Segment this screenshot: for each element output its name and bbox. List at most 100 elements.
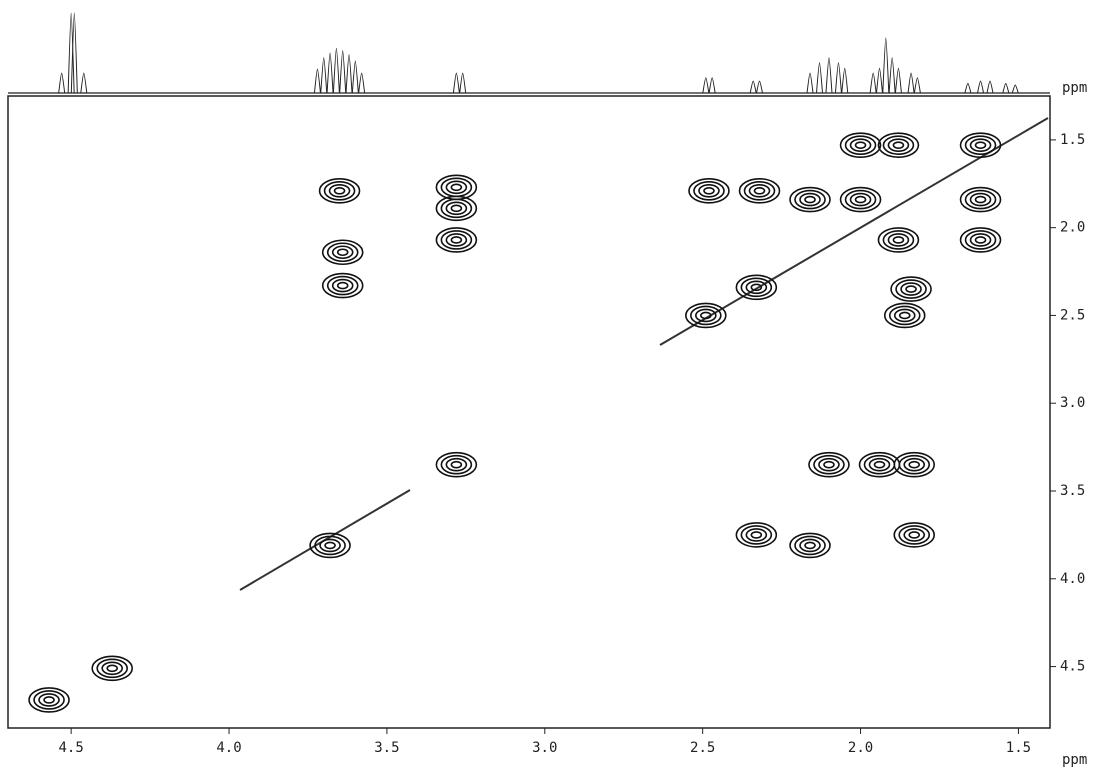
contour [844,189,877,210]
contour [318,178,361,204]
contour [440,454,473,475]
y-tick-label: 2.0 [1060,220,1085,236]
contour [309,532,351,559]
plot-frame [7,95,1051,729]
projection-peak [834,62,842,94]
contour [91,655,133,682]
contour [28,687,70,713]
contour [974,195,987,204]
contour [743,181,776,201]
projection-peak [869,72,877,94]
x-tick-label: 4.5 [59,740,84,756]
contour [888,305,921,326]
projection-peak [702,77,710,94]
cross-peak [839,132,882,158]
contour [908,531,921,539]
projection-peak [986,80,994,94]
contour [877,227,920,253]
projection-peak [1011,84,1019,94]
contour [974,141,987,149]
projection-peak [882,37,890,94]
contour [43,696,55,704]
contour [435,451,478,478]
projection-peak [1002,82,1010,94]
projection-peak [907,72,915,94]
diagonal [659,117,1049,346]
projection-peak [708,77,716,94]
contour [794,535,826,556]
contour [969,192,992,207]
contour [903,457,926,472]
contour [745,528,768,542]
cross-peak [91,655,133,682]
projection-peak [452,72,460,94]
contour [969,233,992,247]
contour [844,135,877,155]
contour [106,664,118,673]
projection-peak [345,54,353,94]
contour [794,189,826,210]
projection-peak [841,67,849,94]
contour [336,248,349,257]
contour [445,201,468,216]
contour [450,204,463,213]
cross-peak [28,687,70,713]
cross-peak [688,178,730,204]
contour [804,541,816,550]
contour [331,278,354,293]
contour [440,230,473,250]
cross-peak [808,451,850,478]
projection-peak [875,67,883,94]
contour [328,184,351,198]
contour [690,305,722,326]
contour [854,141,867,149]
contour [740,277,773,298]
contour [750,283,763,292]
contour [450,183,463,192]
contour [799,538,821,553]
contour [905,285,917,293]
cross-peak [959,227,1002,253]
contour [818,457,840,472]
contour [326,242,359,263]
contour [882,135,915,155]
contour [804,195,816,204]
contour [849,192,872,207]
projection-peak [339,50,347,94]
contour [450,236,463,244]
projection-peak [977,80,985,94]
projection-peak [913,77,921,94]
projection-peak [313,68,321,94]
x-axis-label: ppm [1062,752,1087,767]
projection-peak [70,12,78,94]
contour [908,460,921,469]
contour [745,280,768,295]
contour [893,522,936,548]
contour [753,187,766,195]
cross-peak [321,272,364,299]
cross-peak [738,178,781,204]
projection-peak [825,57,833,94]
cross-peak [309,532,351,559]
contour [700,311,712,320]
contour [882,230,915,250]
cross-peak [959,186,1002,213]
contour [849,138,872,152]
contour [964,189,997,210]
y-tick-label: 2.5 [1060,307,1085,323]
y-axis-label: ppm [1062,80,1087,96]
projection-peak [80,72,88,94]
x-tick-label: 3.5 [374,740,399,756]
projection-peak [806,72,814,94]
projection-peak [58,72,66,94]
contour [903,528,926,542]
contour [898,454,931,475]
contour [688,178,730,204]
cross-peak [839,186,882,213]
projection-peak [358,72,366,94]
projection-peak [964,82,972,94]
cross-peak [735,522,778,548]
contour [974,236,987,244]
contour [868,457,891,472]
